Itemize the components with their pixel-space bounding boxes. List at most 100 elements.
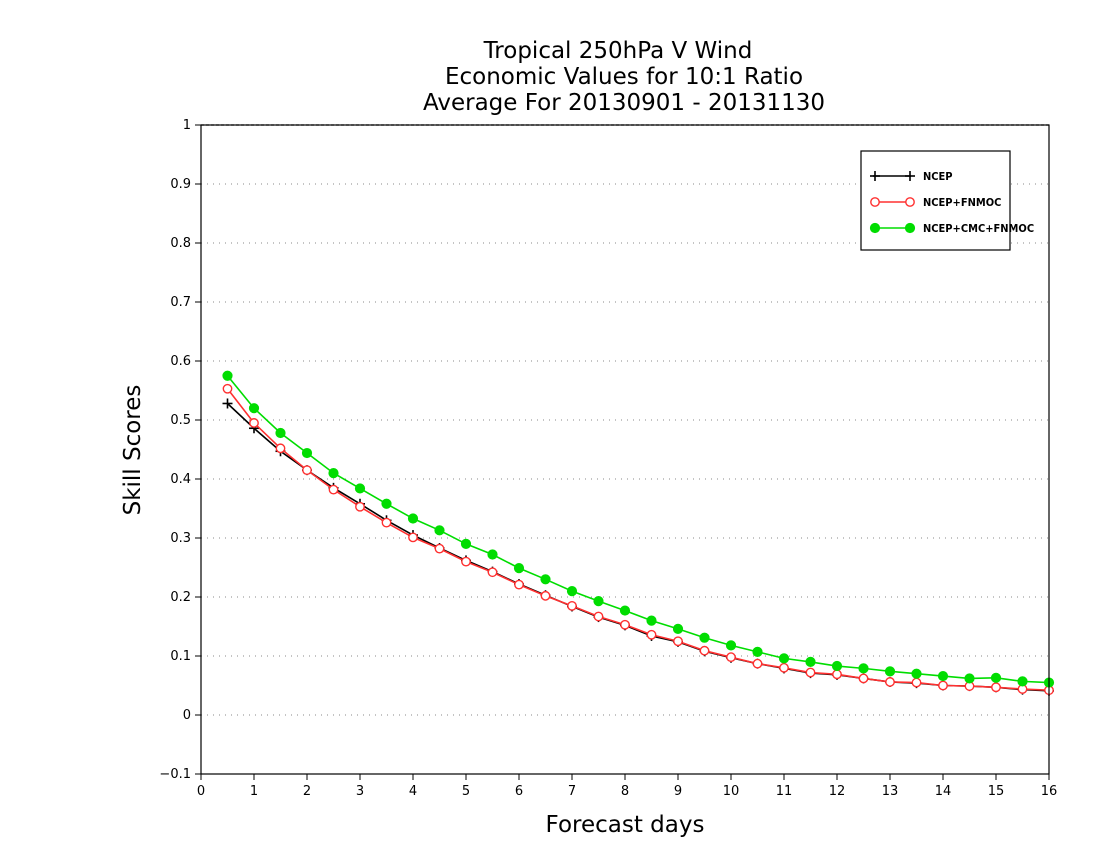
x-tick-label: 7 [568, 784, 576, 799]
data-point [222, 383, 233, 394]
legend-marker [904, 222, 916, 234]
x-tick-label: 6 [515, 784, 523, 799]
series-2 [222, 370, 1055, 688]
data-point [381, 498, 392, 509]
data-point [328, 484, 339, 495]
y-tick-label: 0.9 [170, 177, 191, 192]
y-tick-label: 0.8 [170, 236, 191, 251]
data-point [699, 645, 710, 656]
data-point [620, 619, 630, 630]
y-tick-label: 0.1 [170, 649, 191, 664]
data-point [408, 532, 418, 543]
data-point [752, 646, 763, 657]
series-layer [222, 370, 1055, 696]
y-tick-label: 0.3 [170, 531, 191, 546]
data-point [566, 586, 578, 597]
x-tick-label: 11 [776, 784, 793, 799]
data-point [884, 666, 896, 677]
data-point [514, 579, 524, 590]
data-point [593, 611, 604, 622]
legend-label: NCEP+CMC+FNMOC [923, 222, 1034, 235]
legend-item: NCEP+CMC+FNMOC [869, 222, 1034, 235]
data-point [725, 640, 737, 651]
legend-item: NCEP [870, 170, 953, 183]
y-tick-label: 0.6 [170, 354, 191, 369]
data-point [726, 652, 736, 663]
x-tick-label: 13 [882, 784, 899, 799]
data-point [301, 447, 313, 459]
title-line-1: Tropical 250hPa V Wind [483, 38, 753, 64]
x-tick-label: 0 [197, 784, 205, 799]
x-tick-label: 10 [723, 784, 740, 799]
y-tick-label: 1 [183, 118, 191, 133]
data-point [275, 443, 286, 454]
data-point [646, 629, 657, 640]
y-axis-label: Skill Scores [120, 385, 146, 516]
data-point [937, 670, 949, 682]
data-point [858, 673, 869, 684]
x-tick-label: 2 [303, 784, 311, 799]
data-point [302, 465, 312, 476]
x-tick-label: 8 [621, 784, 629, 799]
data-point [699, 632, 710, 643]
data-point [672, 623, 684, 634]
data-point [938, 680, 948, 691]
data-point [832, 669, 842, 680]
data-point [779, 662, 789, 673]
data-point [911, 668, 922, 679]
data-point [540, 574, 551, 585]
data-point [222, 398, 233, 409]
data-point [646, 615, 657, 626]
legend-marker [870, 197, 880, 207]
legend-marker [869, 222, 881, 234]
data-point [275, 427, 286, 439]
data-point [461, 556, 471, 567]
data-point [990, 672, 1002, 683]
legend-label: NCEP [923, 170, 953, 183]
legend-marker [905, 171, 915, 181]
x-tick-label: 1 [250, 784, 258, 799]
data-point [805, 667, 816, 678]
data-point [752, 658, 763, 669]
data-point [355, 501, 365, 512]
x-tick-label: 15 [988, 784, 1005, 799]
y-tick-label: −0.1 [159, 767, 191, 782]
data-point [540, 590, 551, 601]
y-tick-label: 0.7 [170, 295, 191, 310]
data-point [513, 562, 525, 574]
series-0 [222, 398, 1054, 696]
data-point [487, 549, 498, 560]
data-point [407, 513, 419, 524]
data-point [911, 677, 922, 688]
data-point [991, 682, 1001, 693]
title-line-2: Economic Values for 10:1 Ratio [445, 64, 803, 90]
grid-lines [201, 183, 1049, 716]
x-tick-label: 14 [935, 784, 952, 799]
data-point [434, 525, 445, 536]
data-point [487, 567, 498, 578]
y-tick-label: 0.4 [170, 472, 191, 487]
title-line-3: Average For 20130901 - 20131130 [423, 90, 825, 116]
data-point [858, 663, 869, 674]
x-axis-label: Forecast days [546, 812, 705, 838]
series-line-0 [226, 402, 1050, 692]
legend-box [860, 150, 1011, 251]
legend-marker [905, 197, 915, 207]
x-tick-label: 9 [674, 784, 682, 799]
legend-label: NCEP+FNMOC [923, 196, 1001, 209]
x-tick-label: 4 [409, 784, 417, 799]
data-point [354, 483, 366, 494]
data-point [381, 517, 392, 528]
data-point [619, 605, 631, 616]
series-line-2 [226, 375, 1050, 684]
data-point [460, 538, 472, 550]
data-point [673, 636, 683, 647]
data-point [885, 677, 895, 687]
data-point [249, 418, 259, 428]
data-point [248, 403, 260, 414]
x-tick-label: 16 [1041, 784, 1058, 799]
data-point [778, 653, 790, 664]
plot-frame [200, 124, 1050, 775]
y-tick-label: 0 [183, 708, 191, 723]
